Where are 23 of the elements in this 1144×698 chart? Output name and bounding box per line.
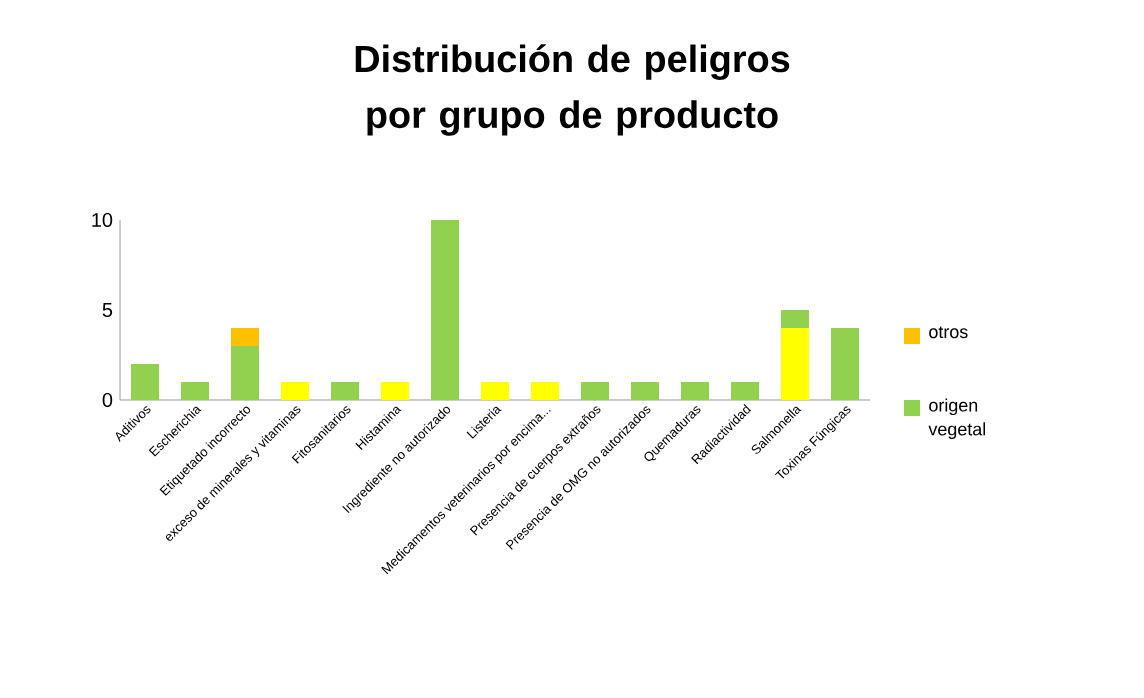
legend-label: origen vegetal bbox=[928, 398, 986, 440]
bar bbox=[281, 382, 310, 400]
bar bbox=[231, 346, 259, 400]
bar bbox=[131, 364, 159, 400]
bar bbox=[231, 328, 259, 346]
bar bbox=[381, 382, 410, 400]
chart-title: Distribución de peligros por grupo de producto bbox=[355, 44, 790, 136]
y-tick-label: 0 bbox=[102, 392, 113, 408]
legend-label: otros bbox=[929, 326, 968, 339]
y-tick-label: 5 bbox=[102, 303, 113, 317]
bar bbox=[731, 382, 760, 400]
bar bbox=[331, 382, 360, 400]
bar bbox=[481, 382, 510, 400]
bar bbox=[681, 382, 710, 400]
bar bbox=[631, 382, 660, 400]
bar bbox=[581, 382, 610, 400]
bar bbox=[781, 310, 810, 328]
bar bbox=[531, 382, 560, 400]
y-tick-label: 10 bbox=[92, 212, 113, 228]
bar bbox=[781, 328, 810, 400]
bar bbox=[831, 328, 860, 400]
bar bbox=[181, 382, 209, 400]
bar bbox=[431, 219, 460, 400]
